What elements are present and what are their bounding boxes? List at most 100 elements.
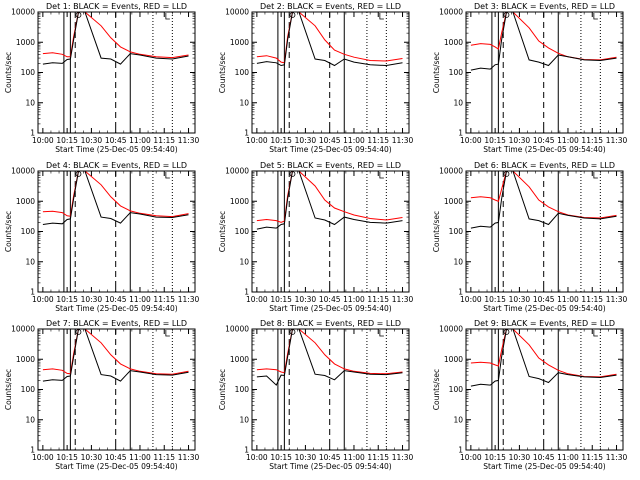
series-line-black	[470, 171, 617, 229]
y-tick-label: 100	[235, 227, 250, 236]
x-tick-label: 10:15	[484, 136, 506, 145]
panel-title: Det 6: BLACK = Events, RED = LLD	[474, 161, 615, 170]
x-tick-label: 10:30	[509, 136, 531, 145]
x-tick-label: 10:00	[32, 453, 54, 462]
y-tick-label: 10	[453, 98, 463, 107]
x-tick-label: 10:30	[295, 136, 317, 145]
y-tick-label: 1000	[16, 38, 35, 47]
y-tick-label: 1000	[444, 197, 463, 206]
marker-bracket	[593, 172, 598, 179]
plot-frame	[465, 11, 624, 134]
x-axis-label: Start Time (25-Dec-05 09:54:40)	[269, 304, 391, 313]
y-tick-label: 10000	[225, 8, 249, 17]
y-axis-label: Counts/sec	[432, 52, 441, 93]
x-tick-label: 11:00	[129, 295, 151, 304]
x-tick-label: 10:45	[533, 295, 555, 304]
panel-title: Det 5: BLACK = Events, RED = LLD	[260, 161, 401, 170]
series-group	[470, 329, 617, 387]
panel-title: Det 2: BLACK = Events, RED = LLD	[260, 2, 401, 11]
panel-det-4: 1 10 100 1000 10000 10:00 10:15 10:30 10:45 11:00…	[4, 161, 200, 313]
x-tick-label: 11:30	[178, 453, 200, 462]
y-tick-label: 10000	[225, 167, 249, 176]
series-group	[256, 12, 403, 67]
y-tick-label: 1000	[16, 355, 35, 364]
y-tick-label: 100	[449, 385, 464, 394]
x-tick-label: 10:00	[246, 453, 268, 462]
panel-det-9: 1 10 100 1000 10000 10:00 10:15 10:30 10:45 11:00…	[432, 319, 628, 471]
x-tick-label: 11:15	[581, 295, 603, 304]
x-tick-label: 10:15	[270, 295, 292, 304]
series-line-red	[470, 329, 617, 378]
x-tick-label: 10:30	[509, 295, 531, 304]
x-tick-label: 10:45	[105, 295, 127, 304]
panel-title: Det 9: BLACK = Events, RED = LLD	[474, 319, 615, 328]
x-axis-label: Start Time (25-Dec-05 09:54:40)	[55, 145, 177, 154]
y-tick-label: 1000	[230, 197, 249, 206]
y-axis-label: Counts/sec	[218, 211, 227, 252]
x-tick-label: 11:30	[392, 295, 414, 304]
x-tick-label: 11:30	[606, 453, 628, 462]
x-tick-label: 11:00	[343, 453, 365, 462]
plot-frame	[465, 328, 624, 451]
y-tick-label: 10	[239, 415, 249, 424]
y-tick-label: 10	[25, 98, 35, 107]
panel-title: Det 1: BLACK = Events, RED = LLD	[46, 2, 187, 11]
y-tick-label: 1	[244, 446, 249, 455]
y-tick-label: 100	[21, 68, 36, 77]
x-tick-label: 11:15	[581, 136, 603, 145]
x-tick-label: 11:30	[392, 453, 414, 462]
panel-det-5: 1 10 100 1000 10000 10:00 10:15 10:30 10:45 11:00…	[218, 161, 414, 313]
x-tick-label: 10:15	[56, 295, 78, 304]
x-tick-label: 11:15	[153, 453, 175, 462]
x-tick-label: 11:15	[367, 453, 389, 462]
x-tick-label: 10:00	[460, 295, 482, 304]
y-axis-label: Counts/sec	[218, 369, 227, 410]
y-tick-label: 1	[458, 288, 463, 297]
panel-det-8: 1 10 100 1000 10000 10:00 10:15 10:30 10:45 11:00…	[218, 319, 414, 471]
marker-bracket	[379, 172, 384, 179]
panel-title: Det 4: BLACK = Events, RED = LLD	[46, 161, 187, 170]
series-line-black	[470, 329, 617, 387]
series-line-black	[42, 329, 189, 382]
x-tick-label: 11:00	[343, 295, 365, 304]
y-tick-label: 10	[25, 415, 35, 424]
x-tick-label: 11:00	[129, 453, 151, 462]
x-tick-label: 11:15	[581, 453, 603, 462]
x-tick-label: 11:30	[178, 136, 200, 145]
x-tick-label: 10:00	[246, 136, 268, 145]
x-axis-label: Start Time (25-Dec-05 09:54:40)	[483, 462, 605, 471]
plot-frame	[251, 328, 410, 451]
y-axis-label: Counts/sec	[432, 369, 441, 410]
series-group	[470, 12, 617, 71]
plot-frame	[37, 11, 196, 134]
y-tick-label: 100	[21, 227, 36, 236]
x-tick-label: 11:00	[557, 295, 579, 304]
x-tick-label: 10:00	[32, 295, 54, 304]
panel-det-3: 1 10 100 1000 10000 10:00 10:15 10:30 10:45 11:00…	[432, 2, 628, 154]
marker-bracket	[379, 13, 384, 20]
x-tick-label: 10:30	[295, 453, 317, 462]
x-axis-label: Start Time (25-Dec-05 09:54:40)	[483, 145, 605, 154]
marker-bracket	[165, 172, 170, 179]
y-tick-label: 10	[239, 98, 249, 107]
y-tick-label: 100	[21, 385, 36, 394]
marker-bracket	[593, 13, 598, 20]
x-tick-label: 10:00	[246, 295, 268, 304]
y-tick-label: 1000	[230, 38, 249, 47]
x-tick-label: 10:45	[319, 136, 341, 145]
x-tick-label: 10:15	[270, 136, 292, 145]
x-tick-label: 10:30	[81, 453, 103, 462]
y-axis-label: Counts/sec	[4, 52, 13, 93]
y-axis-label: Counts/sec	[4, 369, 13, 410]
plot-frame	[251, 170, 410, 293]
y-tick-label: 100	[235, 385, 250, 394]
marker-bracket	[165, 330, 170, 337]
x-axis-label: Start Time (25-Dec-05 09:54:40)	[483, 304, 605, 313]
y-tick-label: 1000	[444, 38, 463, 47]
y-tick-label: 1	[30, 288, 35, 297]
y-tick-label: 10000	[11, 325, 35, 334]
y-tick-label: 10	[453, 415, 463, 424]
panel-title: Det 3: BLACK = Events, RED = LLD	[474, 2, 615, 11]
y-tick-label: 10000	[439, 167, 463, 176]
